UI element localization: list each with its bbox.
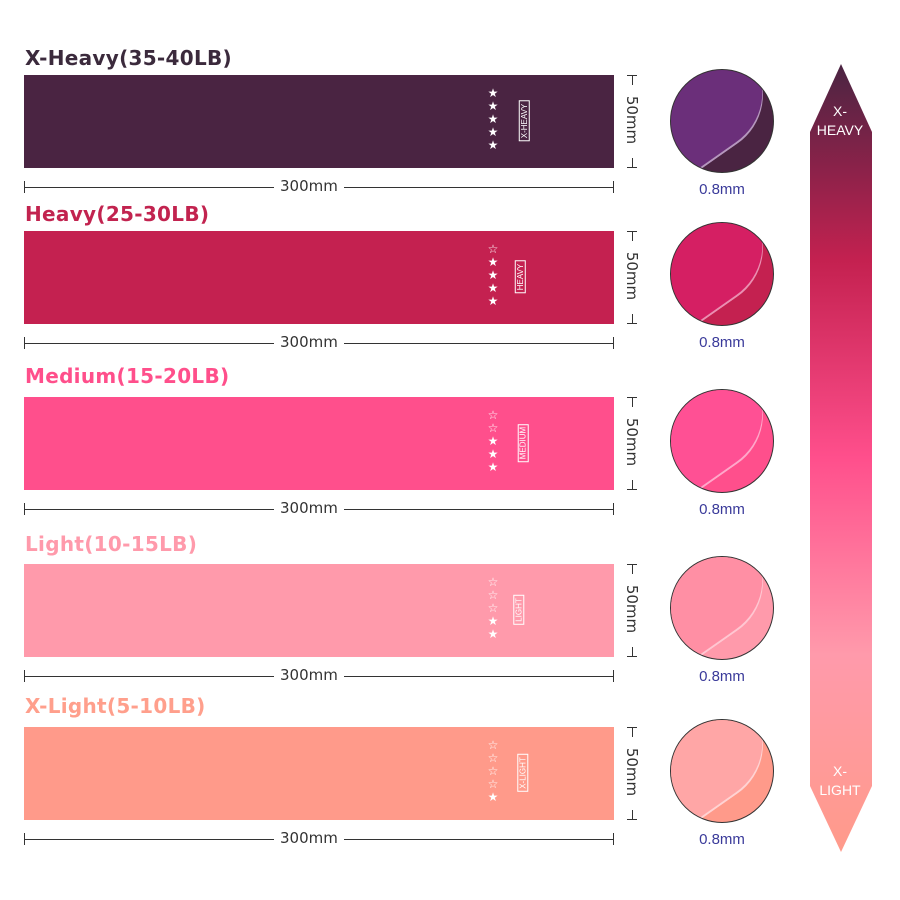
band-level-tag: HEAVY (514, 260, 526, 294)
width-dimension: 300mm (24, 499, 614, 517)
star-rating: ☆ ☆ ★ ★ ★ (486, 409, 500, 474)
band-thickness-closeup (670, 556, 774, 660)
width-dimension: 300mm (24, 177, 614, 195)
star-filled-icon: ★ (487, 125, 499, 139)
star-rating: ☆ ★ ★ ★ ★ (486, 243, 500, 308)
width-label: 300mm (274, 333, 344, 351)
band-thickness-closeup (670, 222, 774, 326)
height-dimension: 50mm (623, 564, 641, 657)
height-dimension: 50mm (623, 397, 641, 490)
width-dimension: 300mm (24, 666, 614, 684)
star-rating: ☆ ☆ ☆ ★ ★ (486, 576, 500, 641)
width-dimension: 300mm (24, 829, 614, 847)
band-title: X-Light(5-10LB) (25, 694, 206, 718)
height-label: 50mm (623, 584, 641, 634)
star-empty-icon: ☆ (487, 764, 499, 778)
thickness-label: 0.8mm (699, 831, 745, 848)
band-title: Light(10-15LB) (25, 532, 198, 556)
star-filled-icon: ★ (487, 99, 499, 113)
star-empty-icon: ☆ (487, 601, 499, 615)
resistance-band: ☆ ☆ ☆ ☆ ★ X-LIGHT (24, 727, 614, 820)
star-filled-icon: ★ (487, 281, 499, 295)
band-title: Heavy(25-30LB) (25, 202, 210, 226)
star-filled-icon: ★ (487, 294, 499, 308)
star-filled-icon: ★ (487, 790, 499, 804)
star-filled-icon: ★ (487, 268, 499, 282)
width-label: 300mm (274, 829, 344, 847)
band-title: Medium(15-20LB) (25, 364, 230, 388)
height-dimension: 50mm (623, 75, 641, 168)
band-level-tag: X-HEAVY (518, 100, 530, 142)
band-thickness-closeup (670, 389, 774, 493)
thickness-label: 0.8mm (699, 501, 745, 518)
band-level-tag: LIGHT (513, 595, 525, 625)
star-filled-icon: ★ (487, 434, 499, 448)
width-label: 300mm (274, 177, 344, 195)
thickness-label: 0.8mm (699, 181, 745, 198)
width-label: 300mm (274, 499, 344, 517)
band-level-tag: MEDIUM (517, 423, 529, 463)
scale-bottom-label: X- LIGHT (808, 762, 872, 800)
band-title: X-Heavy(35-40LB) (25, 46, 232, 70)
resistance-band: ☆ ☆ ☆ ★ ★ LIGHT (24, 564, 614, 657)
scale-bottom-text: X- LIGHT (819, 763, 861, 798)
resistance-band: ☆ ☆ ★ ★ ★ MEDIUM (24, 397, 614, 490)
width-dimension: 300mm (24, 333, 614, 351)
star-empty-icon: ☆ (487, 588, 499, 602)
star-filled-icon: ★ (487, 86, 499, 100)
resistance-band: ☆ ★ ★ ★ ★ HEAVY (24, 231, 614, 324)
star-rating: ☆ ☆ ☆ ☆ ★ (486, 739, 500, 804)
star-filled-icon: ★ (487, 627, 499, 641)
star-empty-icon: ☆ (487, 575, 499, 589)
star-filled-icon: ★ (487, 614, 499, 628)
height-label: 50mm (623, 95, 641, 145)
height-label: 50mm (623, 251, 641, 301)
band-thickness-closeup (670, 719, 774, 823)
star-empty-icon: ☆ (487, 738, 499, 752)
scale-top-text: X- HEAVY (816, 103, 864, 138)
resistance-band: ★ ★ ★ ★ ★ X-HEAVY (24, 75, 614, 168)
star-rating: ★ ★ ★ ★ ★ (486, 87, 500, 152)
star-filled-icon: ★ (487, 138, 499, 152)
height-label: 50mm (623, 417, 641, 467)
scale-top-label: X- HEAVY (808, 102, 872, 140)
thickness-label: 0.8mm (699, 668, 745, 685)
star-empty-icon: ☆ (487, 751, 499, 765)
height-label: 50mm (623, 747, 641, 797)
width-label: 300mm (274, 666, 344, 684)
band-thickness-closeup (670, 69, 774, 173)
height-dimension: 50mm (623, 727, 641, 820)
star-empty-icon: ☆ (487, 421, 499, 435)
star-empty-icon: ☆ (487, 777, 499, 791)
intensity-scale-arrow (810, 64, 872, 852)
star-filled-icon: ★ (487, 447, 499, 461)
star-filled-icon: ★ (487, 255, 499, 269)
star-empty-icon: ☆ (487, 408, 499, 422)
star-filled-icon: ★ (487, 112, 499, 126)
thickness-label: 0.8mm (699, 334, 745, 351)
star-empty-icon: ☆ (487, 242, 499, 256)
star-filled-icon: ★ (487, 460, 499, 474)
band-level-tag: X-LIGHT (517, 754, 529, 792)
height-dimension: 50mm (623, 231, 641, 324)
